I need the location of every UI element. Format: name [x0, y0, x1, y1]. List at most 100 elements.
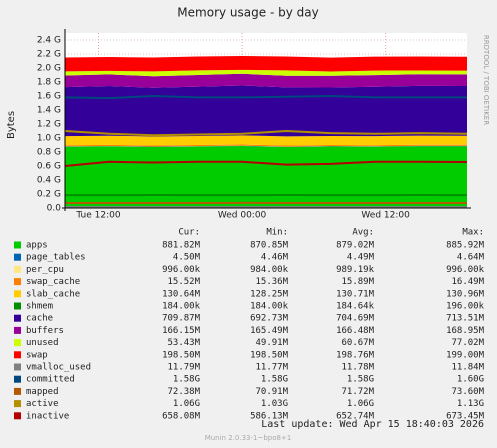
- legend-stat: 196.00k: [446, 302, 485, 312]
- legend-stat: 996.00k: [162, 265, 201, 275]
- legend-stat: 658.08M: [162, 411, 201, 421]
- legend-stat: 130.64M: [162, 289, 201, 299]
- legend-swatch: [14, 375, 21, 383]
- y-tick-label: 0.4 G: [37, 176, 61, 186]
- legend-label: shmem: [26, 302, 53, 312]
- y-tick-label: 0.2 G: [37, 190, 61, 200]
- legend-swatch: [14, 290, 21, 298]
- legend-stat: 1.58G: [173, 375, 200, 385]
- legend-stat: 1.58G: [347, 375, 374, 385]
- y-tick-label: 1.8 G: [37, 78, 61, 88]
- legend-stat: 184.00k: [162, 302, 201, 312]
- legend-stat: 4.50M: [173, 253, 201, 263]
- legend-stat: 60.67M: [341, 338, 374, 348]
- legend-stat: 165.49M: [250, 326, 289, 336]
- legend-stat: 984.00k: [250, 265, 289, 275]
- y-tick-label: 2.4 G: [37, 36, 61, 46]
- column-header: Cur:: [178, 228, 200, 238]
- legend-swatch: [14, 400, 21, 408]
- legend-stat: 1.58G: [261, 375, 288, 385]
- x-tick-label: Wed 12:00: [361, 211, 410, 221]
- chart-title: Memory usage - by day: [177, 6, 318, 20]
- legend-stat: 879.02M: [336, 241, 375, 251]
- legend-stat: 692.73M: [250, 314, 289, 324]
- y-tick-label: 0.8 G: [37, 148, 61, 158]
- legend-swatch: [14, 363, 21, 371]
- legend-stat: 586.13M: [250, 411, 289, 421]
- legend-stat: 198.76M: [336, 350, 375, 360]
- line: [64, 94, 467, 100]
- x-tick-label: Wed 00:00: [218, 211, 267, 221]
- legend-label: per_cpu: [26, 265, 64, 275]
- legend-stat: 130.96M: [446, 289, 485, 299]
- legend-label: vmalloc_used: [26, 363, 91, 373]
- column-header: Avg:: [352, 228, 374, 238]
- legend-stat: 4.46M: [261, 253, 289, 263]
- legend-stat: 713.51M: [446, 314, 485, 324]
- y-tick-label: 2.0 G: [37, 64, 61, 74]
- area: [65, 73, 467, 88]
- legend-stat: 11.84M: [451, 363, 484, 373]
- legend-stat: 704.69M: [336, 314, 375, 324]
- legend-label: slab_cache: [26, 289, 80, 299]
- legend-stat: 16.49M: [451, 277, 484, 287]
- area: [65, 144, 467, 147]
- legend-stat: 11.77M: [255, 363, 288, 373]
- x-tick-label: Tue 12:00: [75, 211, 120, 221]
- legend-stat: 11.79M: [167, 363, 200, 373]
- area: [65, 69, 467, 77]
- y-tick-label: 1.6 G: [37, 92, 61, 102]
- legend-stat: 709.87M: [162, 314, 201, 324]
- legend-swatch: [14, 265, 21, 273]
- legend-stat: 70.91M: [255, 387, 288, 397]
- column-header: Min:: [266, 228, 288, 238]
- legend-stat: 996.00k: [446, 265, 485, 275]
- legend-label: swap: [26, 350, 48, 360]
- footer: Last update: Wed Apr 15 18:40:03 2026: [261, 419, 484, 430]
- legend-stat: 77.02M: [451, 338, 484, 348]
- y-tick-label: 0.6 G: [37, 162, 61, 172]
- legend-stat: 71.72M: [341, 387, 374, 397]
- legend-stat: 166.15M: [162, 326, 201, 336]
- y-tick-label: 1.4 G: [37, 106, 61, 116]
- y-tick-label: 1.2 G: [37, 120, 61, 130]
- legend-swatch: [14, 314, 21, 322]
- legend-stat: 168.95M: [446, 326, 485, 336]
- legend-label: page_tables: [26, 253, 86, 263]
- legend-stat: 128.25M: [250, 289, 289, 299]
- area: [65, 85, 467, 137]
- legend-label: committed: [26, 375, 75, 385]
- legend-label: unused: [26, 338, 59, 348]
- legend-label: buffers: [26, 326, 64, 336]
- legend-stat: 652.74M: [336, 411, 375, 421]
- legend-label: cache: [26, 314, 53, 324]
- column-header: Max:: [462, 228, 484, 238]
- legend-stat: 1.03G: [261, 399, 288, 409]
- legend-stat: 73.60M: [451, 387, 484, 397]
- legend-stat: 15.52M: [167, 277, 200, 287]
- y-tick-label: 0.0: [47, 204, 62, 214]
- legend-swatch: [14, 387, 21, 395]
- legend-stat: 166.48M: [336, 326, 375, 336]
- area: [65, 135, 467, 146]
- legend-swatch: [14, 278, 21, 286]
- line: [64, 160, 468, 167]
- legend-swatch: [14, 326, 21, 334]
- y-tick-label: 2.2 G: [37, 50, 61, 60]
- legend-stat: 11.78M: [341, 363, 374, 373]
- legend-stat: 885.92M: [446, 241, 485, 251]
- legend-label: active: [26, 399, 59, 409]
- legend-stat: 1.60G: [457, 375, 484, 385]
- legend-stat: 989.19k: [336, 265, 375, 275]
- legend-swatch: [14, 351, 21, 359]
- area: [65, 145, 467, 147]
- legend-label: mapped: [26, 387, 59, 397]
- legend-stat: 184.64k: [336, 302, 375, 312]
- legend-label: inactive: [26, 411, 69, 421]
- legend-stat: 49.91M: [255, 338, 288, 348]
- legend-stat: 15.89M: [341, 277, 374, 287]
- legend-stat: 130.71M: [336, 289, 375, 299]
- area: [65, 55, 467, 72]
